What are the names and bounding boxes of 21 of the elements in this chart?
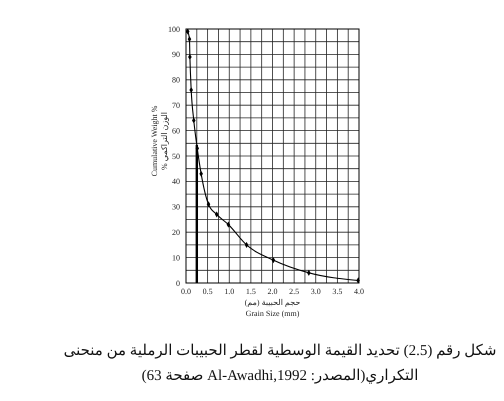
- y-tick-label: 70: [172, 101, 180, 110]
- y-tick-label: 30: [172, 202, 180, 212]
- y-tick-label: 0: [176, 278, 180, 288]
- y-tick-label: 80: [172, 76, 180, 85]
- x-tick-label: 1.5: [246, 287, 256, 296]
- x-tick-label: 0.5: [202, 287, 213, 296]
- x-tick-label: 4.0: [354, 287, 364, 296]
- y-tick-label: 100: [168, 24, 180, 34]
- x-tick-label: 2.5: [289, 287, 300, 296]
- x-tick-label: 2.0: [268, 287, 278, 296]
- y-tick-label: 50: [172, 152, 180, 161]
- x-tick-label: 3.0: [310, 287, 321, 296]
- x-tick-label: 1.0: [224, 287, 234, 296]
- y-tick-label: 40: [172, 177, 180, 186]
- x-tick-label: 3.5: [332, 287, 342, 296]
- y-tick-label: 20: [172, 228, 180, 237]
- x-tick-label: 0.0: [181, 287, 191, 296]
- y-tick-label: 10: [172, 253, 180, 262]
- y-tick-label: 60: [172, 126, 180, 136]
- text: شكل رقم (2.5) تحديد القيمة الوسطية لقطر الحبيبات الرملية من منحنى التكراري(المصدر: Al-Awadhi,1992 صفحة 63): [64, 343, 496, 384]
- y-tick-label: 90: [172, 50, 180, 60]
